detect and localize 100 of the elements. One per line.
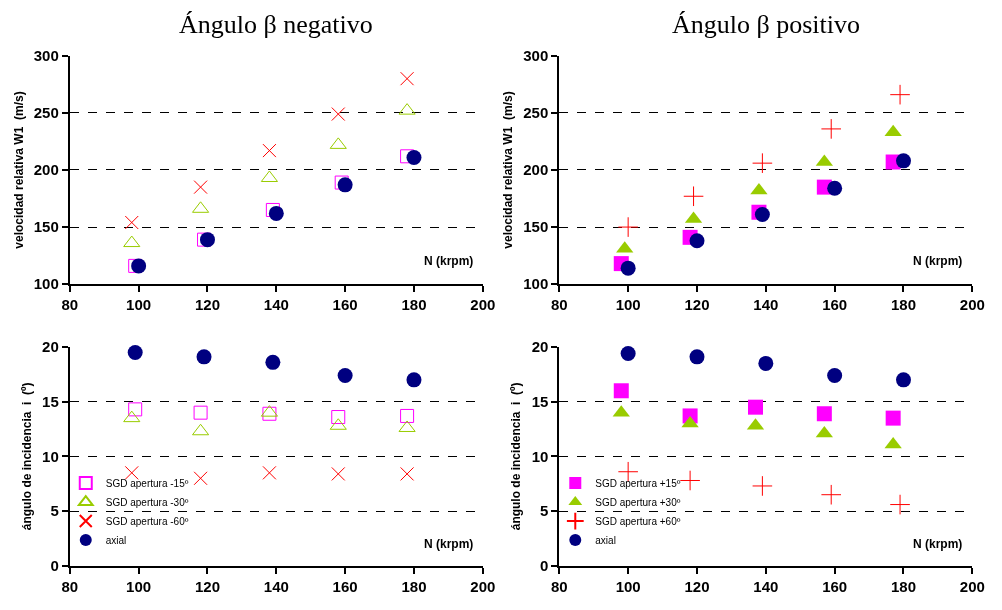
y-axis-title: ángulo de incidencia i (º) — [19, 382, 34, 531]
legend-label: SGD apertura -30º — [105, 496, 189, 508]
x-tick-label: 140 — [263, 296, 289, 314]
legend-label: SGD apertura +30º — [595, 496, 681, 508]
x-tick-label: 200 — [470, 296, 496, 314]
point — [124, 465, 139, 480]
point — [400, 71, 415, 86]
legend-label: SGD apertura -60º — [105, 515, 189, 527]
point — [128, 402, 143, 417]
x-tick-label: 200 — [959, 296, 985, 314]
point — [406, 149, 422, 165]
x-axis-title: N (krpm) — [913, 254, 963, 268]
x-tick-label: 140 — [753, 296, 779, 314]
point — [262, 465, 277, 480]
point — [193, 180, 208, 195]
y-tick-label: 0 — [539, 557, 549, 575]
point — [889, 84, 911, 105]
x-tick-label: 160 — [822, 296, 848, 314]
x-tick-label: 180 — [890, 577, 917, 595]
point — [820, 118, 842, 140]
point — [884, 124, 902, 137]
y-tick-label: 15 — [531, 392, 549, 410]
legend-label: SGD apertura -15º — [105, 477, 189, 489]
y-tick-label: 10 — [42, 447, 59, 465]
y-axis-title: velocidad relativa W1 (m/s) — [501, 91, 516, 249]
x-tick-label: 120 — [194, 296, 220, 314]
point — [337, 177, 353, 193]
point — [406, 372, 422, 388]
point — [265, 354, 281, 370]
x-tick-label: 160 — [332, 296, 358, 314]
point — [620, 260, 636, 276]
point — [896, 153, 911, 169]
chart-title: Ángulo β negativo — [179, 10, 373, 39]
x-tick-label: 180 — [401, 577, 427, 595]
point — [265, 202, 280, 217]
x-tick-label: 200 — [470, 577, 496, 595]
x-tick-label: 180 — [401, 296, 427, 314]
point — [123, 410, 141, 423]
x-tick-label: 200 — [959, 577, 985, 595]
x-tick-label: 180 — [890, 296, 917, 314]
point — [683, 185, 704, 207]
point — [820, 484, 842, 506]
point — [689, 349, 705, 365]
legend-label: axial — [105, 534, 127, 546]
point — [620, 346, 636, 362]
point — [889, 494, 911, 515]
point — [193, 471, 208, 486]
x-tick-label: 100 — [615, 296, 641, 314]
point — [885, 410, 901, 426]
point — [123, 235, 141, 248]
point — [124, 215, 139, 230]
y-tick-label: 20 — [42, 338, 59, 356]
point — [193, 405, 208, 420]
y-tick-label: 250 — [33, 104, 59, 122]
x-axis-title: N (krpm) — [424, 537, 474, 551]
point — [400, 149, 415, 164]
point — [131, 258, 147, 274]
legend-label: axial — [595, 534, 616, 546]
x-axis-title: N (krpm) — [913, 537, 963, 551]
x-tick-label: 160 — [822, 577, 848, 595]
point — [334, 175, 349, 190]
legend-label: SGD apertura +60º — [595, 515, 681, 527]
x-tick-label: 120 — [684, 577, 710, 595]
point — [613, 383, 629, 399]
point — [827, 367, 843, 383]
y-tick-label: 150 — [33, 218, 59, 236]
point — [127, 344, 143, 360]
point — [816, 406, 832, 422]
x-tick-label: 80 — [550, 296, 568, 314]
x-tick-label: 140 — [753, 577, 779, 595]
point — [752, 152, 773, 174]
x-tick-label: 140 — [263, 577, 289, 595]
y-tick-label: 100 — [33, 275, 59, 293]
y-tick-label: 5 — [539, 502, 549, 520]
point — [815, 425, 833, 438]
point — [262, 406, 277, 421]
x-tick-label: 80 — [550, 577, 568, 595]
y-tick-label: 250 — [523, 104, 549, 122]
y-tick-label: 150 — [523, 218, 549, 236]
point — [758, 355, 774, 371]
point — [827, 180, 843, 196]
point — [617, 216, 639, 238]
x-tick-label: 100 — [126, 577, 152, 595]
chart-title: Ángulo β positivo — [672, 10, 861, 39]
point — [752, 475, 773, 497]
y-tick-label: 5 — [50, 502, 59, 520]
point — [331, 410, 346, 425]
point — [400, 408, 415, 423]
x-tick-label: 80 — [61, 577, 79, 595]
y-tick-label: 300 — [33, 47, 59, 65]
x-tick-label: 120 — [194, 577, 220, 595]
point — [884, 436, 902, 449]
x-tick-label: 120 — [684, 296, 710, 314]
y-tick-label: 0 — [50, 557, 59, 575]
point — [331, 466, 346, 481]
legend-label: SGD apertura +15º — [595, 477, 681, 489]
x-tick-label: 100 — [126, 296, 152, 314]
x-tick-label: 160 — [332, 577, 358, 595]
y-tick-label: 20 — [531, 338, 549, 356]
point — [196, 349, 212, 365]
